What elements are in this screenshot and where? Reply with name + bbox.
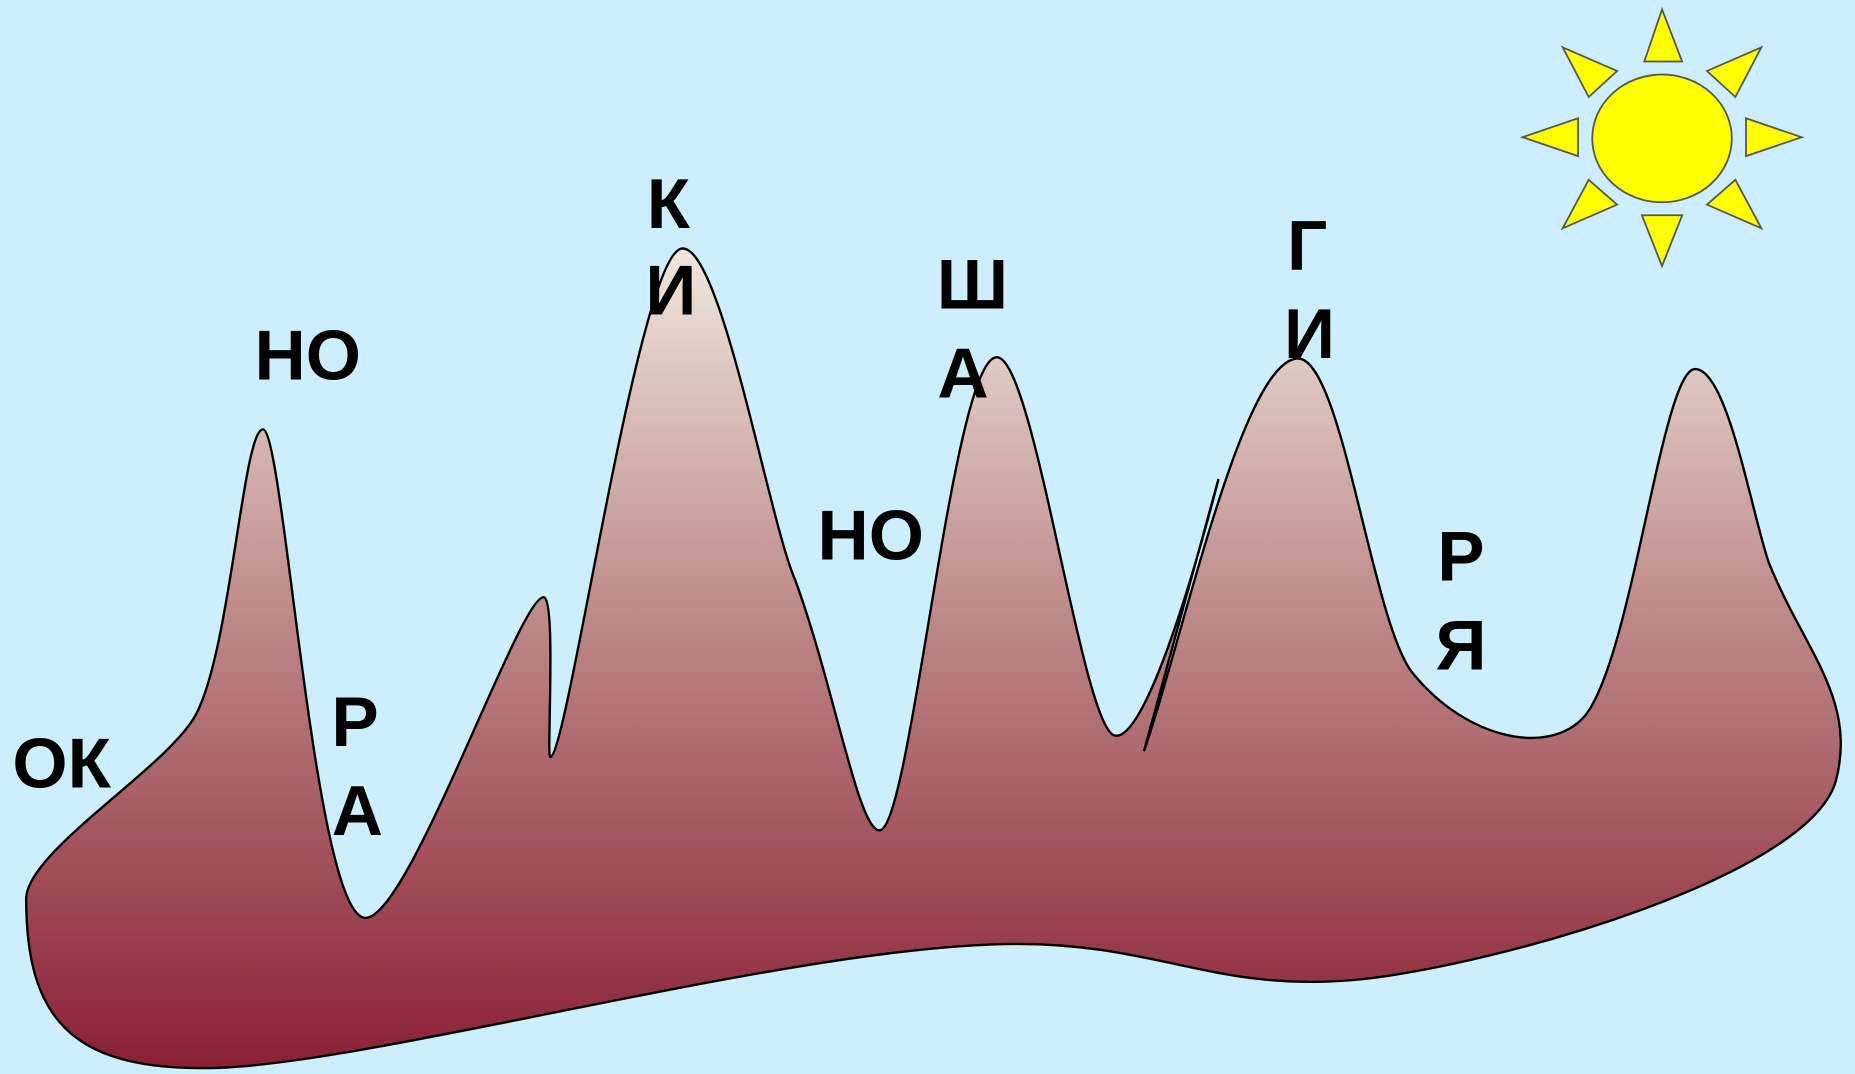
label: К xyxy=(647,165,691,244)
label: И xyxy=(1284,295,1335,374)
label: Ш xyxy=(937,246,1008,325)
label: ОК xyxy=(12,725,111,804)
label: Р xyxy=(331,683,378,762)
label: Я xyxy=(1435,606,1486,685)
label: И xyxy=(645,251,696,330)
mountains xyxy=(25,247,1842,1070)
label: НО xyxy=(254,317,360,396)
label: Г xyxy=(1287,207,1327,286)
label: НО xyxy=(818,496,924,575)
label: Р xyxy=(1437,518,1484,597)
label: А xyxy=(332,772,383,851)
label: А xyxy=(937,334,988,413)
sun xyxy=(1519,6,1805,269)
